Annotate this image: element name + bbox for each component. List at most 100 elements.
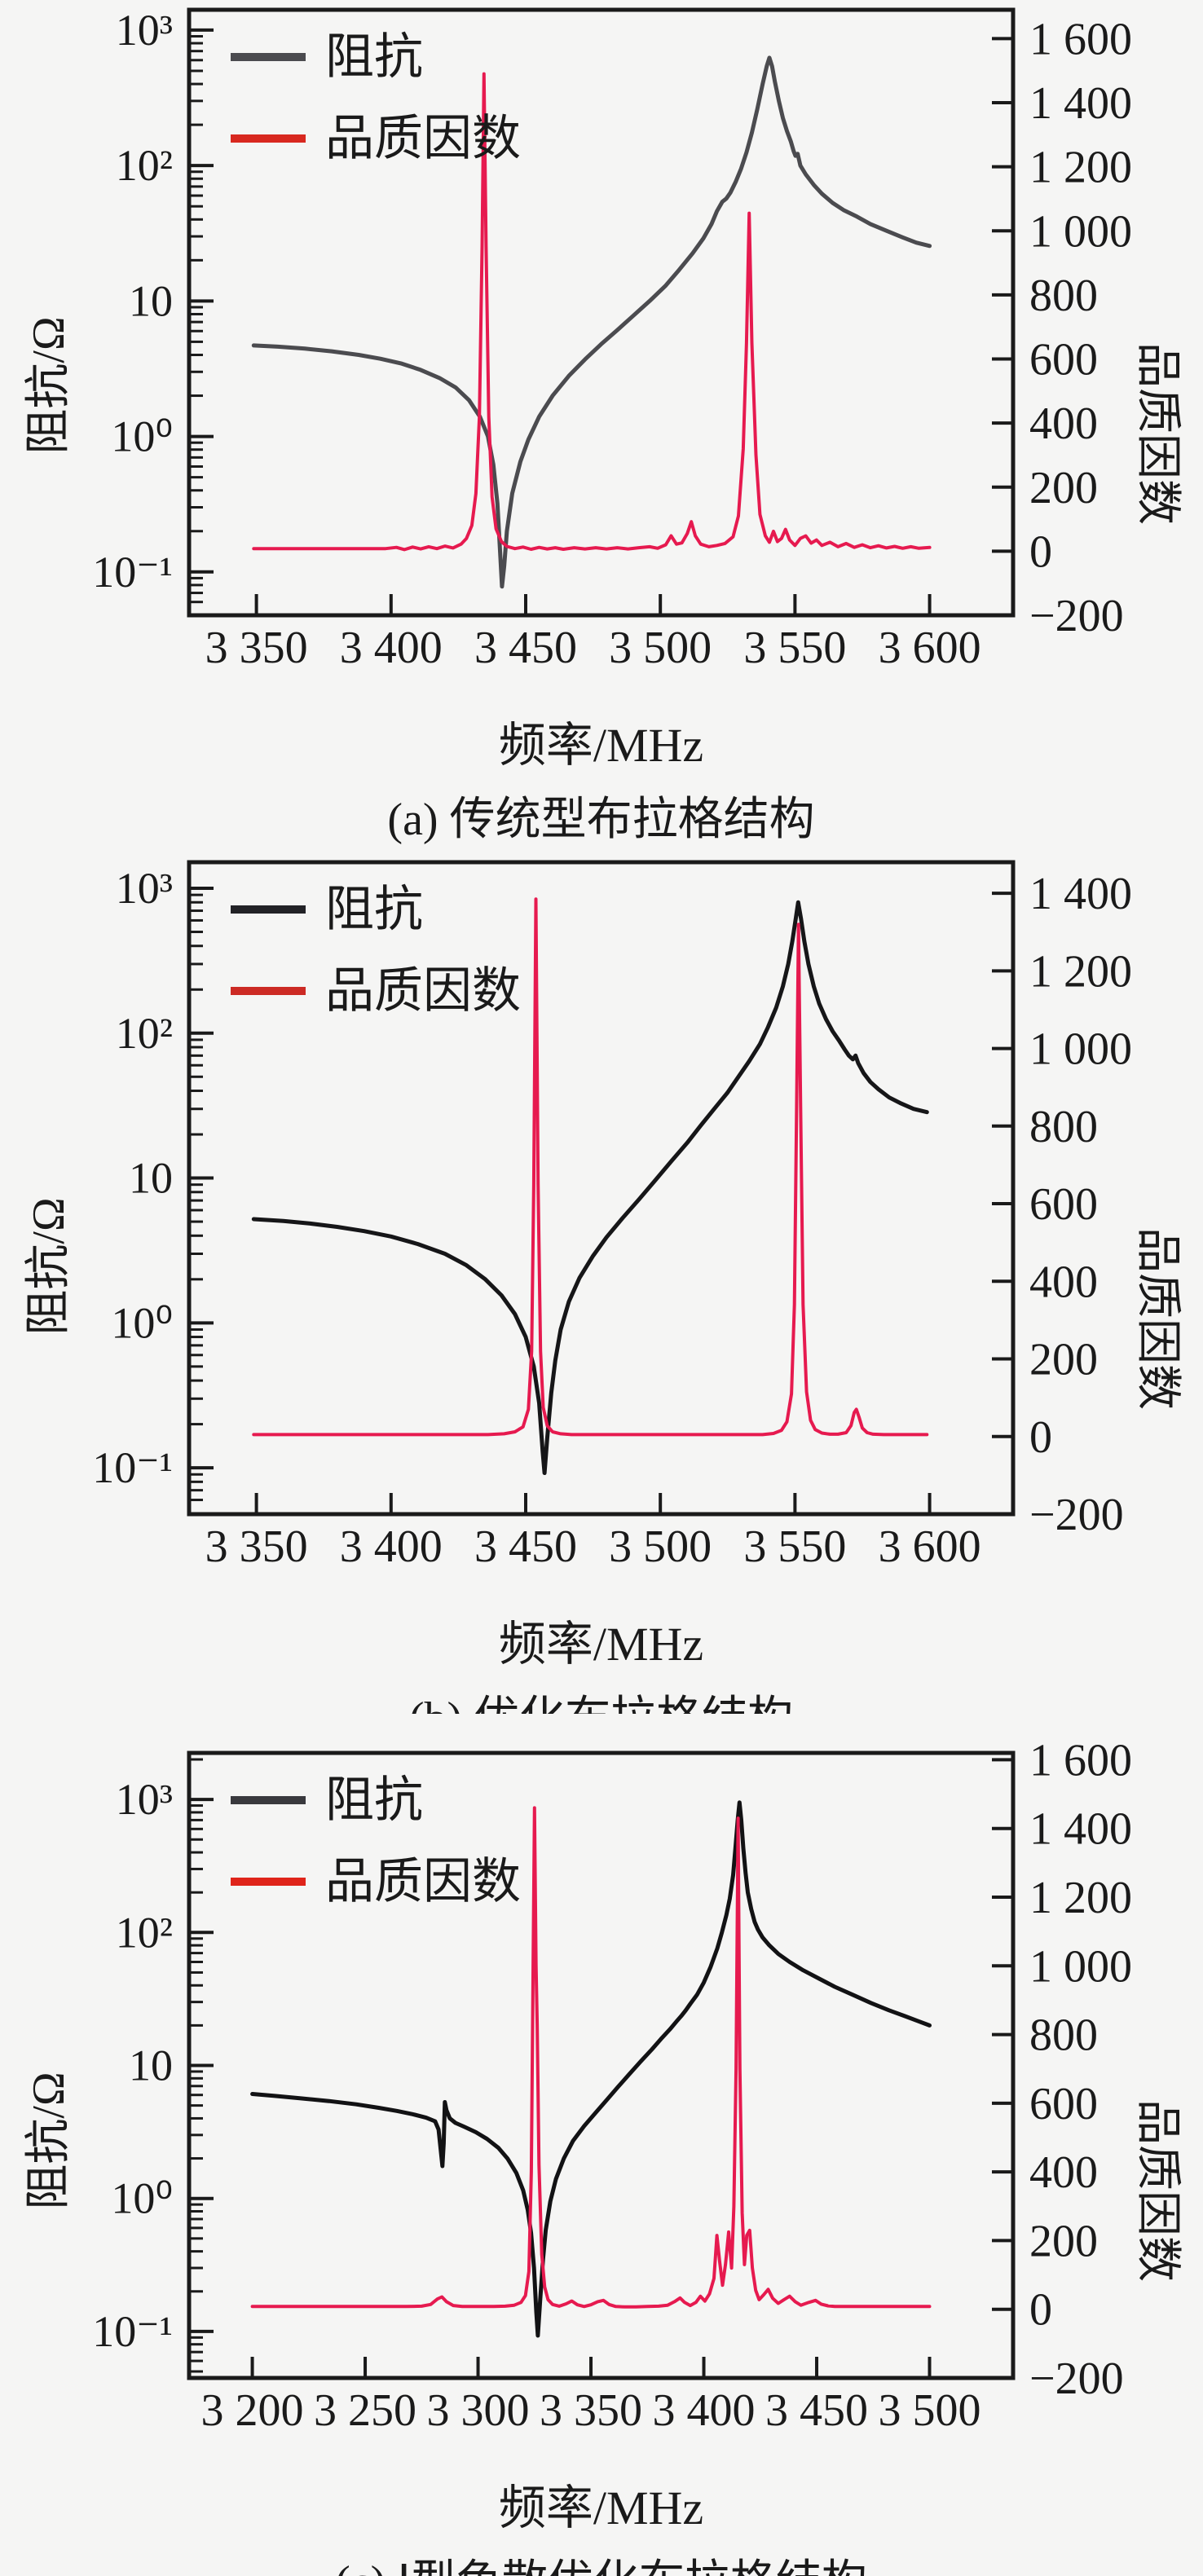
right-tick-label: 1 200 [1029, 946, 1132, 997]
right-tick-label: −200 [1029, 1490, 1124, 1540]
legend-label-impedance: 阻抗 [325, 30, 423, 84]
right-tick-label: 400 [1029, 2147, 1098, 2198]
legend-label-quality-factor: 品质因数 [325, 964, 521, 1018]
left-tick-label: 10³ [116, 6, 173, 55]
impedance-line-swatch [231, 53, 306, 61]
x-tick-label: 3 450 [765, 2385, 868, 2436]
legend-item-impedance: 阻抗 [231, 885, 521, 934]
right-tick-label: 1 000 [1029, 206, 1132, 257]
chart-block-b: 3 350 3 400 3 450 3 500 3 550 3 600 10³ 10² 10 10… [0, 856, 1203, 1714]
right-tick-label: 1 000 [1029, 1941, 1132, 1992]
right-tick-label: 600 [1029, 1179, 1098, 1230]
left-tick-label: 10² [116, 1009, 173, 1058]
x-tick-label: 3 600 [879, 1521, 981, 1572]
right-tick-label: 800 [1029, 1102, 1098, 1152]
right-tick-label: 1 000 [1029, 1024, 1132, 1075]
left-tick-label: 10⁰ [111, 1298, 173, 1347]
left-tick-label: 10 [129, 2041, 173, 2090]
left-axis-title-a: 阻抗/Ω [24, 316, 74, 455]
legend-item-impedance: 阻抗 [231, 1776, 521, 1825]
left-axis-title-c: 阻抗/Ω [24, 2071, 74, 2210]
x-tick-label: 3 200 [201, 2385, 304, 2436]
left-tick-label: 10 [129, 276, 173, 325]
right-tick-label: 1 400 [1029, 78, 1132, 129]
legend-b: 阻抗 品质因数 [231, 885, 521, 1048]
legend-item-quality-factor: 品质因数 [231, 114, 521, 163]
quality-line-swatch [231, 987, 306, 995]
right-tick-label: 1 400 [1029, 869, 1132, 919]
x-tick-label: 3 400 [653, 2385, 756, 2436]
x-tick-label: 3 550 [743, 623, 846, 673]
right-tick-label: 200 [1029, 463, 1098, 513]
right-axis-title-a: 品质因数 [1132, 342, 1183, 526]
legend-c: 阻抗 品质因数 [231, 1776, 521, 1939]
impedance-line-swatch [231, 1796, 306, 1804]
right-tick-label: 200 [1029, 2216, 1098, 2266]
x-tick-label: 3 400 [340, 1521, 443, 1572]
right-tick-label: 800 [1029, 2010, 1098, 2061]
right-tick-label: 0 [1029, 1412, 1052, 1463]
quality-curve [250, 1806, 932, 2309]
legend-label-quality-factor: 品质因数 [325, 1855, 521, 1909]
left-tick-label: 10⁰ [111, 2174, 173, 2223]
left-tick-label: 10⁻¹ [92, 548, 173, 597]
x-tick-label: 3 450 [474, 623, 577, 673]
right-tick-label: 800 [1029, 271, 1098, 321]
x-axis-title-c: 频率/MHz [498, 2481, 704, 2534]
x-tick-label: 3 400 [340, 623, 443, 673]
x-tick-label: 3 350 [205, 1521, 308, 1572]
right-tick-label: 0 [1029, 526, 1052, 577]
chart-b-canvas: 3 350 3 400 3 450 3 500 3 550 3 600 10³ 10² 10 10… [92, 860, 1132, 1572]
right-tick-label: 1 600 [1029, 14, 1132, 64]
right-tick-label: 600 [1029, 2079, 1098, 2129]
legend-item-quality-factor: 品质因数 [231, 1857, 521, 1906]
right-tick-label: 1 200 [1029, 143, 1132, 193]
right-tick-label: 600 [1029, 335, 1098, 385]
right-tick-label: 1 400 [1029, 1804, 1132, 1855]
chart-block-a: 3 350 3 400 3 450 3 500 3 550 3 600 10³ 10² 10 10… [0, 0, 1203, 856]
left-tick-label: 10² [116, 141, 173, 190]
x-tick-label: 3 250 [314, 2385, 416, 2436]
impedance-curve [251, 900, 929, 1475]
right-tick-label: 0 [1029, 2285, 1052, 2336]
quality-line-swatch [231, 1878, 306, 1886]
chart-c-canvas: 3 200 3 250 3 300 3 350 3 400 3 450 3 500 10³ 10… [92, 1735, 1132, 2436]
right-tick-label: 400 [1029, 399, 1098, 449]
left-tick-label: 10⁻¹ [92, 2307, 173, 2356]
quality-curve [252, 72, 932, 552]
legend-item-quality-factor: 品质因数 [231, 967, 521, 1015]
axis-frame [187, 1750, 1016, 2380]
right-axis-title-c: 品质因数 [1132, 2098, 1183, 2282]
legend-label-impedance: 阻抗 [325, 883, 423, 936]
axis-frame [187, 7, 1016, 618]
left-tick-label: 10⁻¹ [92, 1443, 173, 1492]
x-tick-label: 3 300 [427, 2385, 530, 2436]
x-axis-title-a: 频率/MHz [498, 719, 704, 772]
chart-a-canvas: 3 350 3 400 3 450 3 500 3 550 3 600 10³ 10² 10 10… [92, 6, 1132, 673]
axis-frame [187, 860, 1016, 1517]
legend-label-impedance: 阻抗 [325, 1773, 423, 1827]
left-tick-label: 10 [129, 1154, 173, 1203]
left-tick-label: 10³ [116, 1775, 173, 1824]
quality-line-swatch [231, 134, 306, 143]
x-tick-label: 3 500 [879, 2385, 981, 2436]
left-tick-label: 10³ [116, 864, 173, 913]
right-tick-label: −200 [1029, 591, 1124, 641]
x-tick-label: 3 600 [879, 623, 981, 673]
impedance-curve [250, 1800, 932, 2338]
x-tick-label: 3 350 [540, 2385, 642, 2436]
left-tick-label: 10² [116, 1908, 173, 1957]
x-tick-label: 3 500 [609, 623, 712, 673]
right-tick-label: −200 [1029, 2354, 1124, 2404]
chart-block-c: 3 200 3 250 3 300 3 350 3 400 3 450 3 500 10³ 10… [0, 1714, 1203, 2576]
right-tick-label: 1 600 [1029, 1735, 1132, 1786]
right-axis-title-b: 品质因数 [1132, 1227, 1183, 1410]
x-tick-label: 3 550 [743, 1521, 846, 1572]
x-tick-label: 3 450 [474, 1521, 577, 1572]
caption-b: (b) 优化布拉格结构 [409, 1681, 793, 1714]
legend-label-quality-factor: 品质因数 [325, 112, 521, 165]
right-tick-label: 200 [1029, 1335, 1098, 1385]
left-axis-title-b: 阻抗/Ω [24, 1197, 74, 1336]
impedance-curve [251, 55, 932, 589]
x-tick-label: 3 350 [205, 623, 308, 673]
